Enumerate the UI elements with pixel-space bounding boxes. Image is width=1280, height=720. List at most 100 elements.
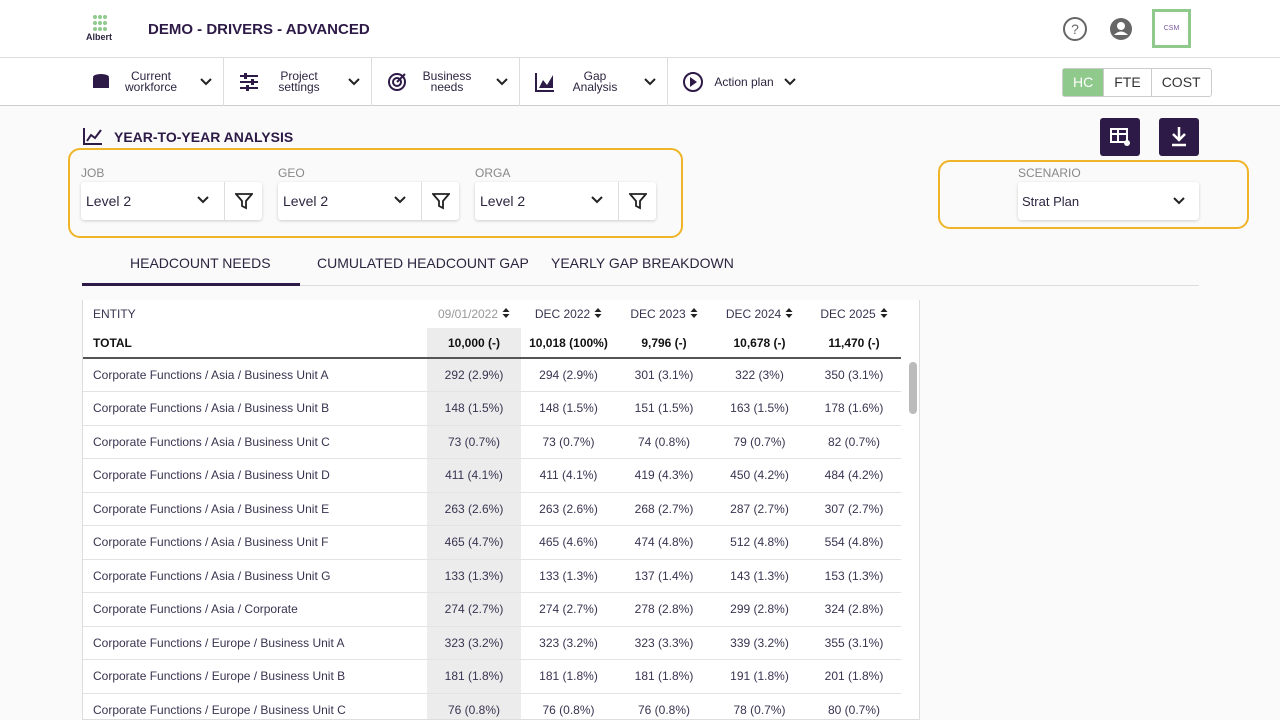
value-cell: 339 (3.2%) — [712, 626, 807, 660]
icon — [93, 74, 109, 88]
filter-dropdown[interactable]: Level 2 — [475, 182, 656, 220]
entity-cell: Corporate Functions / Europe / Business … — [83, 659, 427, 694]
account-icon[interactable] — [1108, 16, 1134, 42]
value-cell: 151 (1.5%) — [616, 391, 712, 426]
filter-icon[interactable] — [224, 182, 262, 220]
value-cell: 278 (2.8%) — [616, 592, 712, 627]
tab-divider — [82, 285, 1199, 286]
column-header[interactable]: DEC 2022 — [521, 300, 616, 328]
value-cell: 323 (3.2%) — [521, 626, 616, 660]
value-cell: 274 (2.7%) — [521, 592, 616, 627]
nav-icon — [682, 71, 704, 93]
value-cell: 274 (2.7%) — [427, 592, 521, 627]
value-cell: 299 (2.8%) — [712, 592, 807, 627]
unit-button[interactable]: FTE — [1103, 69, 1150, 96]
value-cell: 324 (2.8%) — [807, 592, 901, 627]
nav-chevron — [496, 78, 508, 86]
chevron — [348, 78, 360, 86]
scenario-dropdown[interactable]: Strat Plan — [1018, 182, 1199, 220]
value-cell: 307 (2.7%) — [807, 492, 901, 526]
value-cell: 294 (2.9%) — [521, 358, 616, 392]
data-table: ENTITY 09/01/2022 DEC 2022 DEC 2023 DEC 2024… — [83, 300, 901, 719]
value-cell: 133 (1.3%) — [521, 559, 616, 593]
tab[interactable]: HEADCOUNT NEEDS — [130, 255, 271, 271]
table-icon — [1110, 128, 1130, 146]
value-cell: 268 (2.7%) — [616, 492, 712, 526]
nav-item[interactable]: Project settings — [224, 58, 372, 106]
table-row: Corporate Functions / Asia / Business Un… — [83, 492, 901, 526]
section-title: YEAR-TO-YEAR ANALYSIS — [114, 129, 294, 145]
tab[interactable]: CUMULATED HEADCOUNT GAP — [317, 255, 529, 271]
column-header[interactable]: 09/01/2022 — [427, 300, 521, 328]
value-cell: 263 (2.6%) — [521, 492, 616, 526]
entity-cell: Corporate Functions / Europe / Business … — [83, 626, 427, 660]
value-cell: 73 (0.7%) — [427, 425, 521, 459]
chevron — [394, 196, 406, 204]
column-header[interactable]: DEC 2024 — [712, 300, 807, 328]
help-icon[interactable]: ? — [1062, 16, 1088, 42]
value-cell: 148 (1.5%) — [427, 391, 521, 426]
entity-cell: Corporate Functions / Europe / Business … — [83, 693, 427, 719]
value-cell: 301 (3.1%) — [616, 358, 712, 392]
total-cell: 10,678 (-) — [712, 328, 807, 359]
nav-icon — [90, 71, 112, 93]
column-label: DEC 2022 — [534, 307, 591, 321]
nav-label: Business needs — [422, 69, 472, 94]
value-cell: 201 (1.8%) — [807, 659, 901, 694]
table-row: Corporate Functions / Asia / Business Un… — [83, 559, 901, 593]
funnel — [431, 193, 450, 210]
icon — [535, 73, 554, 92]
filter-dropdown[interactable]: Level 2 — [278, 182, 459, 220]
filter-icon[interactable] — [618, 182, 656, 220]
nav-item[interactable]: Gap Analysis — [520, 58, 668, 106]
value-cell: 181 (1.8%) — [616, 659, 712, 694]
total-cell: 10,000 (-) — [427, 328, 521, 359]
nav-label: Project settings — [278, 69, 320, 94]
download-button[interactable] — [1159, 118, 1199, 156]
unit-button[interactable]: COST — [1150, 69, 1211, 96]
nav-chevron — [644, 78, 656, 86]
value-cell: 411 (4.1%) — [427, 458, 521, 493]
value-cell: 322 (3%) — [712, 358, 807, 392]
filter-dropdown[interactable]: Level 2 — [81, 182, 262, 220]
nav-chevron — [200, 78, 212, 86]
entity-cell: Corporate Functions / Asia / Business Un… — [83, 525, 427, 560]
nav-item[interactable]: Current workforce — [76, 58, 224, 106]
value-cell: 292 (2.9%) — [427, 358, 521, 392]
sort-icon — [690, 308, 698, 318]
total-cell: 10,018 (100%) — [521, 328, 616, 359]
section-icon — [83, 128, 102, 145]
total-cell: TOTAL — [83, 328, 427, 359]
nav-label: Action plan — [714, 74, 774, 89]
table-container: ENTITY 09/01/2022 DEC 2022 DEC 2023 DEC 2024… — [82, 300, 920, 720]
avatar[interactable]: CSM — [1152, 9, 1191, 48]
value-cell: 350 (3.1%) — [807, 358, 901, 392]
value-cell: 355 (3.1%) — [807, 626, 901, 660]
chevron — [394, 196, 406, 204]
value-cell: 153 (1.3%) — [807, 559, 901, 593]
value-cell: 554 (4.8%) — [807, 525, 901, 560]
unit-toggle: HC FTE COST — [1062, 68, 1212, 97]
sort-icon — [594, 308, 602, 318]
filter-icon[interactable] — [421, 182, 459, 220]
nav-item[interactable]: Action plan — [668, 58, 816, 106]
table-settings-button[interactable] — [1100, 118, 1140, 156]
chevron — [197, 196, 209, 204]
unit-button[interactable]: HC — [1063, 69, 1104, 96]
nav-item[interactable]: Business needs — [372, 58, 520, 106]
value-cell: 133 (1.3%) — [427, 559, 521, 593]
chevron — [197, 196, 209, 204]
value-cell: 76 (0.8%) — [427, 693, 521, 719]
chevron — [1173, 197, 1185, 205]
value-cell: 137 (1.4%) — [616, 559, 712, 593]
app-title: DEMO - DRIVERS - ADVANCED — [148, 21, 370, 38]
column-header[interactable]: DEC 2023 — [616, 300, 712, 328]
sort-icon — [880, 308, 888, 318]
column-label: ENTITY — [93, 307, 136, 321]
scrollbar-thumb[interactable] — [909, 362, 917, 414]
value-cell: 79 (0.7%) — [712, 425, 807, 459]
tab[interactable]: YEARLY GAP BREAKDOWN — [551, 255, 734, 271]
value-cell: 181 (1.8%) — [521, 659, 616, 694]
column-header[interactable]: DEC 2025 — [807, 300, 901, 328]
value-cell: 82 (0.7%) — [807, 425, 901, 459]
